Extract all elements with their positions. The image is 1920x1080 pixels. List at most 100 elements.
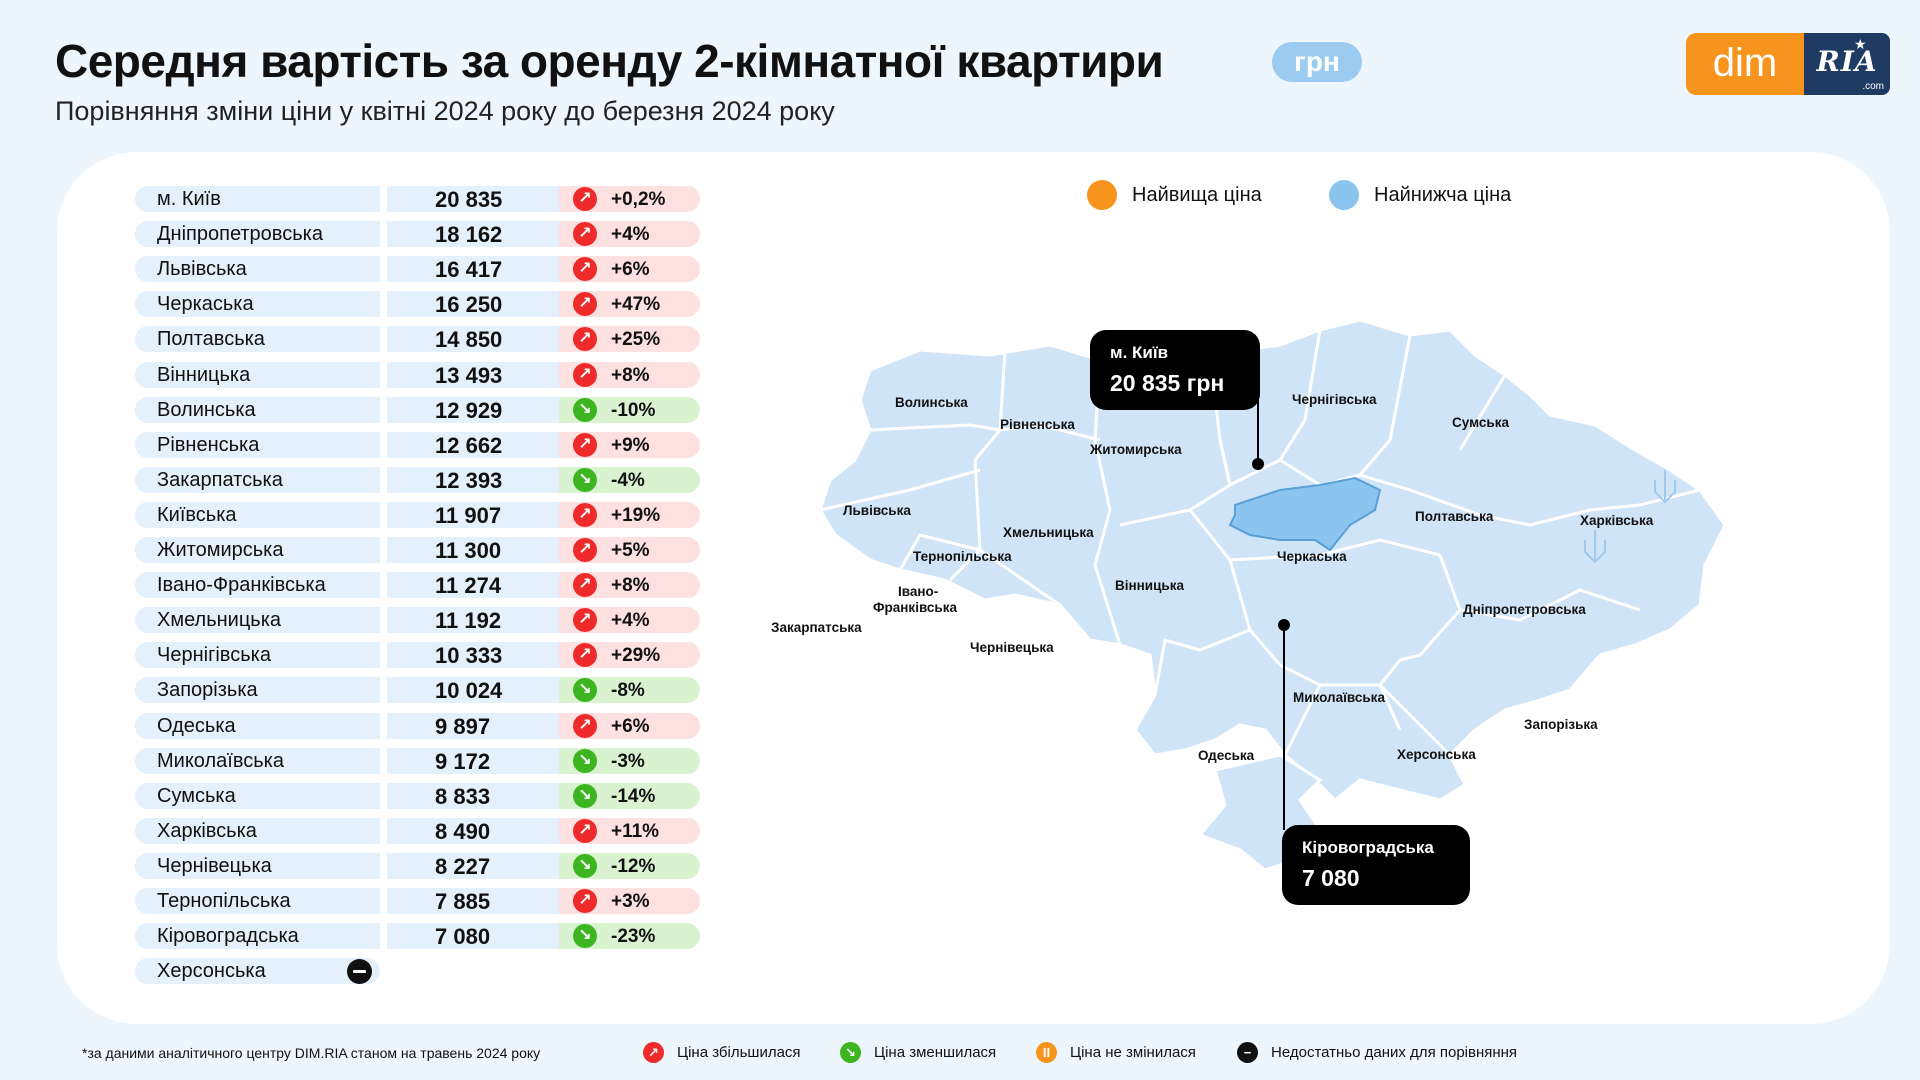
- currency-badge: грн: [1272, 42, 1362, 82]
- kyiv-callout: м. Київ 20 835 грн: [1090, 330, 1260, 410]
- map-label-zakarpattia: Закарпатська: [771, 620, 862, 635]
- table-row: Черкаська 16 250 ↗ +47%: [135, 291, 700, 317]
- kyiv-marker: [1252, 458, 1264, 470]
- price-change-value: -23%: [611, 926, 656, 947]
- region-name: Рівненська: [135, 432, 380, 458]
- kirovohrad-marker: [1278, 619, 1290, 631]
- price-change-value: +4%: [611, 610, 650, 631]
- ukraine-map: Волинська Рівненська Житомирська Чернігі…: [771, 318, 1727, 872]
- map-label-if2: Франківська: [873, 600, 957, 615]
- price-change-value: +25%: [611, 329, 661, 350]
- minus-icon: −: [1237, 1042, 1258, 1063]
- map-label-mykolaiv: Миколаївська: [1293, 690, 1385, 705]
- region-price: 11 300: [387, 537, 559, 563]
- region-name: Кіровоградська: [135, 923, 380, 949]
- region-name: Запорізька: [135, 677, 380, 703]
- region-price: 7 080: [387, 923, 559, 949]
- legend-decrease-label: Ціна зменшилася: [874, 1044, 997, 1061]
- region-name: Миколаївська: [135, 748, 380, 774]
- region-price: 16 417: [387, 256, 559, 282]
- region-price: 9 897: [387, 713, 559, 739]
- arrow-up-icon: ↗: [573, 573, 597, 597]
- price-change: ↗ +8%: [559, 362, 700, 388]
- logo-com-text: .com: [1862, 81, 1884, 92]
- price-change: ↘ -10%: [559, 397, 700, 423]
- arrow-up-icon: ↗: [643, 1042, 664, 1063]
- map-label-cherkasy: Черкаська: [1277, 549, 1347, 564]
- table-row: Чернівецька 8 227 ↘ -12%: [135, 853, 700, 879]
- map-label-vinnytsia: Вінницька: [1115, 578, 1184, 593]
- map-label-kharkiv: Харківська: [1580, 513, 1654, 528]
- price-change: ↘ -4%: [559, 467, 700, 493]
- price-change-value: -4%: [611, 470, 645, 491]
- table-row: Харківська 8 490 ↗ +11%: [135, 818, 700, 844]
- region-price: 13 493: [387, 362, 559, 388]
- price-change: ↗ +25%: [559, 326, 700, 352]
- table-row: Миколаївська 9 172 ↘ -3%: [135, 748, 700, 774]
- table-row: Чернігівська 10 333 ↗ +29%: [135, 642, 700, 668]
- price-change: ↗ +5%: [559, 537, 700, 563]
- region-price: 10 024: [387, 677, 559, 703]
- arrow-up-icon: ↗: [573, 292, 597, 316]
- price-change-value: -8%: [611, 680, 645, 701]
- page-title: Середня вартість за оренду 2-кімнатної к…: [55, 35, 1164, 87]
- region-price: 8 490: [387, 818, 559, 844]
- region-price: 11 192: [387, 607, 559, 633]
- legend-unchanged-label: Ціна не змінилася: [1070, 1044, 1196, 1061]
- region-price: 8 227: [387, 853, 559, 879]
- table-row: Львівська 16 417 ↗ +6%: [135, 256, 700, 282]
- legend-highest-label: Найвища ціна: [1132, 184, 1262, 206]
- dim-ria-logo: dim ★ RIA .com: [1686, 33, 1890, 95]
- table-row: Полтавська 14 850 ↗ +25%: [135, 326, 700, 352]
- region-name: Вінницька: [135, 362, 380, 388]
- arrow-up-icon: ↗: [573, 222, 597, 246]
- map-label-poltava: Полтавська: [1415, 509, 1494, 524]
- map-label-rivne: Рівненська: [1000, 417, 1075, 432]
- arrow-up-icon: ↗: [573, 889, 597, 913]
- logo-dim: dim: [1686, 33, 1804, 95]
- kirovohrad-region-lowest: [1228, 476, 1382, 552]
- arrow-down-icon: ↘: [573, 854, 597, 878]
- arrow-up-icon: ↗: [573, 608, 597, 632]
- price-change: ↗ +3%: [559, 888, 700, 914]
- table-row: Дніпропетровська 18 162 ↗ +4%: [135, 221, 700, 247]
- region-name: Полтавська: [135, 326, 380, 352]
- kirovohrad-callout-value: 7 080: [1302, 865, 1360, 891]
- arrow-up-icon: ↗: [573, 433, 597, 457]
- arrow-up-icon: ↗: [573, 819, 597, 843]
- star-icon: ★: [1854, 36, 1867, 52]
- region-price: 16 250: [387, 291, 559, 317]
- price-change: ↗ +6%: [559, 713, 700, 739]
- region-price: 14 850: [387, 326, 559, 352]
- no-data-icon: [347, 959, 372, 984]
- map-label-lviv: Львівська: [843, 503, 911, 518]
- price-change-value: +19%: [611, 505, 661, 526]
- price-change-value: +8%: [611, 575, 650, 596]
- price-change: ↗ +29%: [559, 642, 700, 668]
- region-name: Херсонська: [135, 958, 380, 984]
- map-label-sumy: Сумська: [1452, 415, 1509, 430]
- table-row: Волинська 12 929 ↘ -10%: [135, 397, 700, 423]
- arrow-down-icon: ↘: [840, 1042, 861, 1063]
- price-change: ↘ -12%: [559, 853, 700, 879]
- page-subtitle: Порівняння зміни ціни у квітні 2024 року…: [55, 96, 835, 126]
- arrow-up-icon: ↗: [573, 257, 597, 281]
- table-row: Одеська 9 897 ↗ +6%: [135, 713, 700, 739]
- kirovohrad-callout: Кіровоградська 7 080: [1282, 825, 1470, 905]
- price-change-value: -3%: [611, 751, 645, 772]
- map-label-odesa: Одеська: [1198, 748, 1255, 763]
- price-change-value: -10%: [611, 400, 656, 421]
- arrow-up-icon: ↗: [573, 363, 597, 387]
- table-row: Херсонська: [135, 958, 700, 984]
- region-name: Львівська: [135, 256, 380, 282]
- region-price: 9 172: [387, 748, 559, 774]
- region-name: Закарпатська: [135, 467, 380, 493]
- map-label-kherson: Херсонська: [1397, 747, 1476, 762]
- map-label-ternopil: Тернопільська: [913, 549, 1012, 564]
- arrow-up-icon: ↗: [573, 503, 597, 527]
- region-name: Чернівецька: [135, 853, 380, 879]
- region-name: Чернігівська: [135, 642, 380, 668]
- region-price: 7 885: [387, 888, 559, 914]
- region-price: 8 833: [387, 783, 559, 809]
- logo-ria: ★ RIA .com: [1804, 33, 1890, 95]
